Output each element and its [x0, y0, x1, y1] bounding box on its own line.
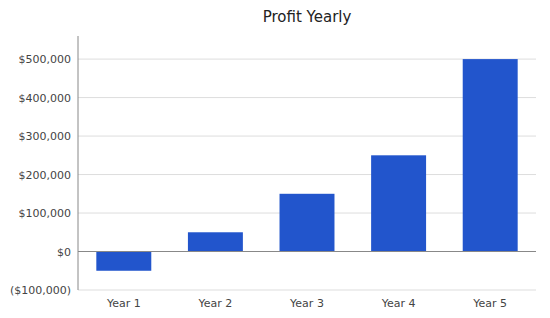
y-tick-label: ($100,000): [10, 284, 71, 297]
bar: [280, 194, 335, 252]
y-tick-label: $300,000: [19, 130, 72, 143]
y-tick-label: $0: [57, 246, 71, 259]
title: Profit Yearly: [263, 8, 352, 26]
bar: [188, 232, 243, 251]
grid: [78, 59, 536, 290]
x-tick-label: Year 5: [472, 297, 507, 310]
y-tick-label: $400,000: [19, 92, 72, 105]
y-tick-label: $200,000: [19, 169, 72, 182]
zero-line: [78, 251, 536, 252]
grid-line: [78, 251, 536, 252]
bar: [371, 155, 426, 251]
chart: Profit Yearly ($100,000) $0 $100,000 $200,00…: [0, 0, 550, 318]
y-tick-label: $500,000: [19, 53, 72, 66]
bars: [96, 59, 517, 271]
bar: [96, 252, 151, 271]
grid-line: [78, 290, 536, 291]
y-tick-label: $100,000: [19, 207, 72, 220]
x-tick-label: Year 4: [381, 297, 416, 310]
bar: [463, 59, 518, 251]
x-tick-label: Year 1: [106, 297, 141, 310]
x-tick-label: Year 3: [289, 297, 324, 310]
x-tick-label: Year 2: [198, 297, 233, 310]
